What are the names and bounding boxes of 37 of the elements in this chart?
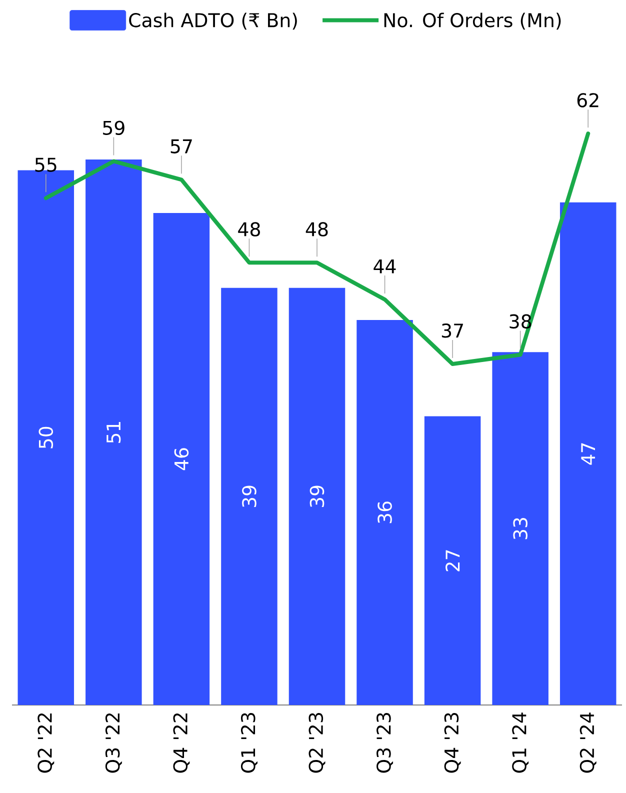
legend-label: No. Of Orders (Mn) <box>384 12 561 30</box>
data-label: 51 <box>106 422 121 443</box>
x-tick-label: Q4 '22 <box>173 713 190 773</box>
data-label: 37 <box>442 323 463 338</box>
x-tick-label: Q1 '23 <box>240 713 258 773</box>
x-tick-label: Q2 '23 <box>308 713 326 773</box>
data-label: 39 <box>310 486 324 508</box>
bar <box>356 320 413 706</box>
bar <box>18 170 74 706</box>
data-label: 27 <box>446 550 460 572</box>
data-label: 48 <box>306 222 328 236</box>
data-label: 50 <box>38 426 54 448</box>
bar <box>424 416 481 706</box>
data-label: 39 <box>242 486 256 508</box>
bar <box>288 288 346 706</box>
bar <box>86 160 142 706</box>
data-label: 33 <box>513 518 528 540</box>
data-label: 57 <box>170 139 192 154</box>
data-label: 48 <box>238 222 260 236</box>
data-label: 55 <box>35 158 56 172</box>
x-tick-label: Q1 '24 <box>512 712 529 773</box>
x-tick-label: Q2 '24 <box>580 712 596 773</box>
bar <box>221 288 278 706</box>
bar <box>560 202 616 706</box>
legend-label: Cash ADTO (₹ Bn) <box>129 12 297 30</box>
x-tick-label: Q3 '22 <box>105 713 122 773</box>
x-tick-label: Q3 '23 <box>376 713 394 773</box>
data-label: 44 <box>374 259 396 274</box>
data-label: 36 <box>378 502 392 524</box>
x-tick-label: Q2 '22 <box>38 713 54 773</box>
bar <box>153 213 210 706</box>
data-label: 59 <box>103 120 124 136</box>
data-label: 62 <box>577 93 598 108</box>
data-label: 46 <box>174 448 189 470</box>
bar <box>492 352 548 706</box>
x-tick-label: Q4 '23 <box>444 713 461 773</box>
data-label: 47 <box>581 443 596 465</box>
